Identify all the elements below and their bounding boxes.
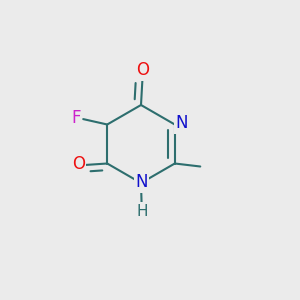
Text: N: N — [175, 114, 188, 132]
Text: N: N — [136, 173, 148, 191]
Text: H: H — [136, 204, 148, 219]
Text: O: O — [72, 155, 85, 173]
Text: F: F — [71, 109, 81, 127]
Text: O: O — [136, 61, 149, 79]
